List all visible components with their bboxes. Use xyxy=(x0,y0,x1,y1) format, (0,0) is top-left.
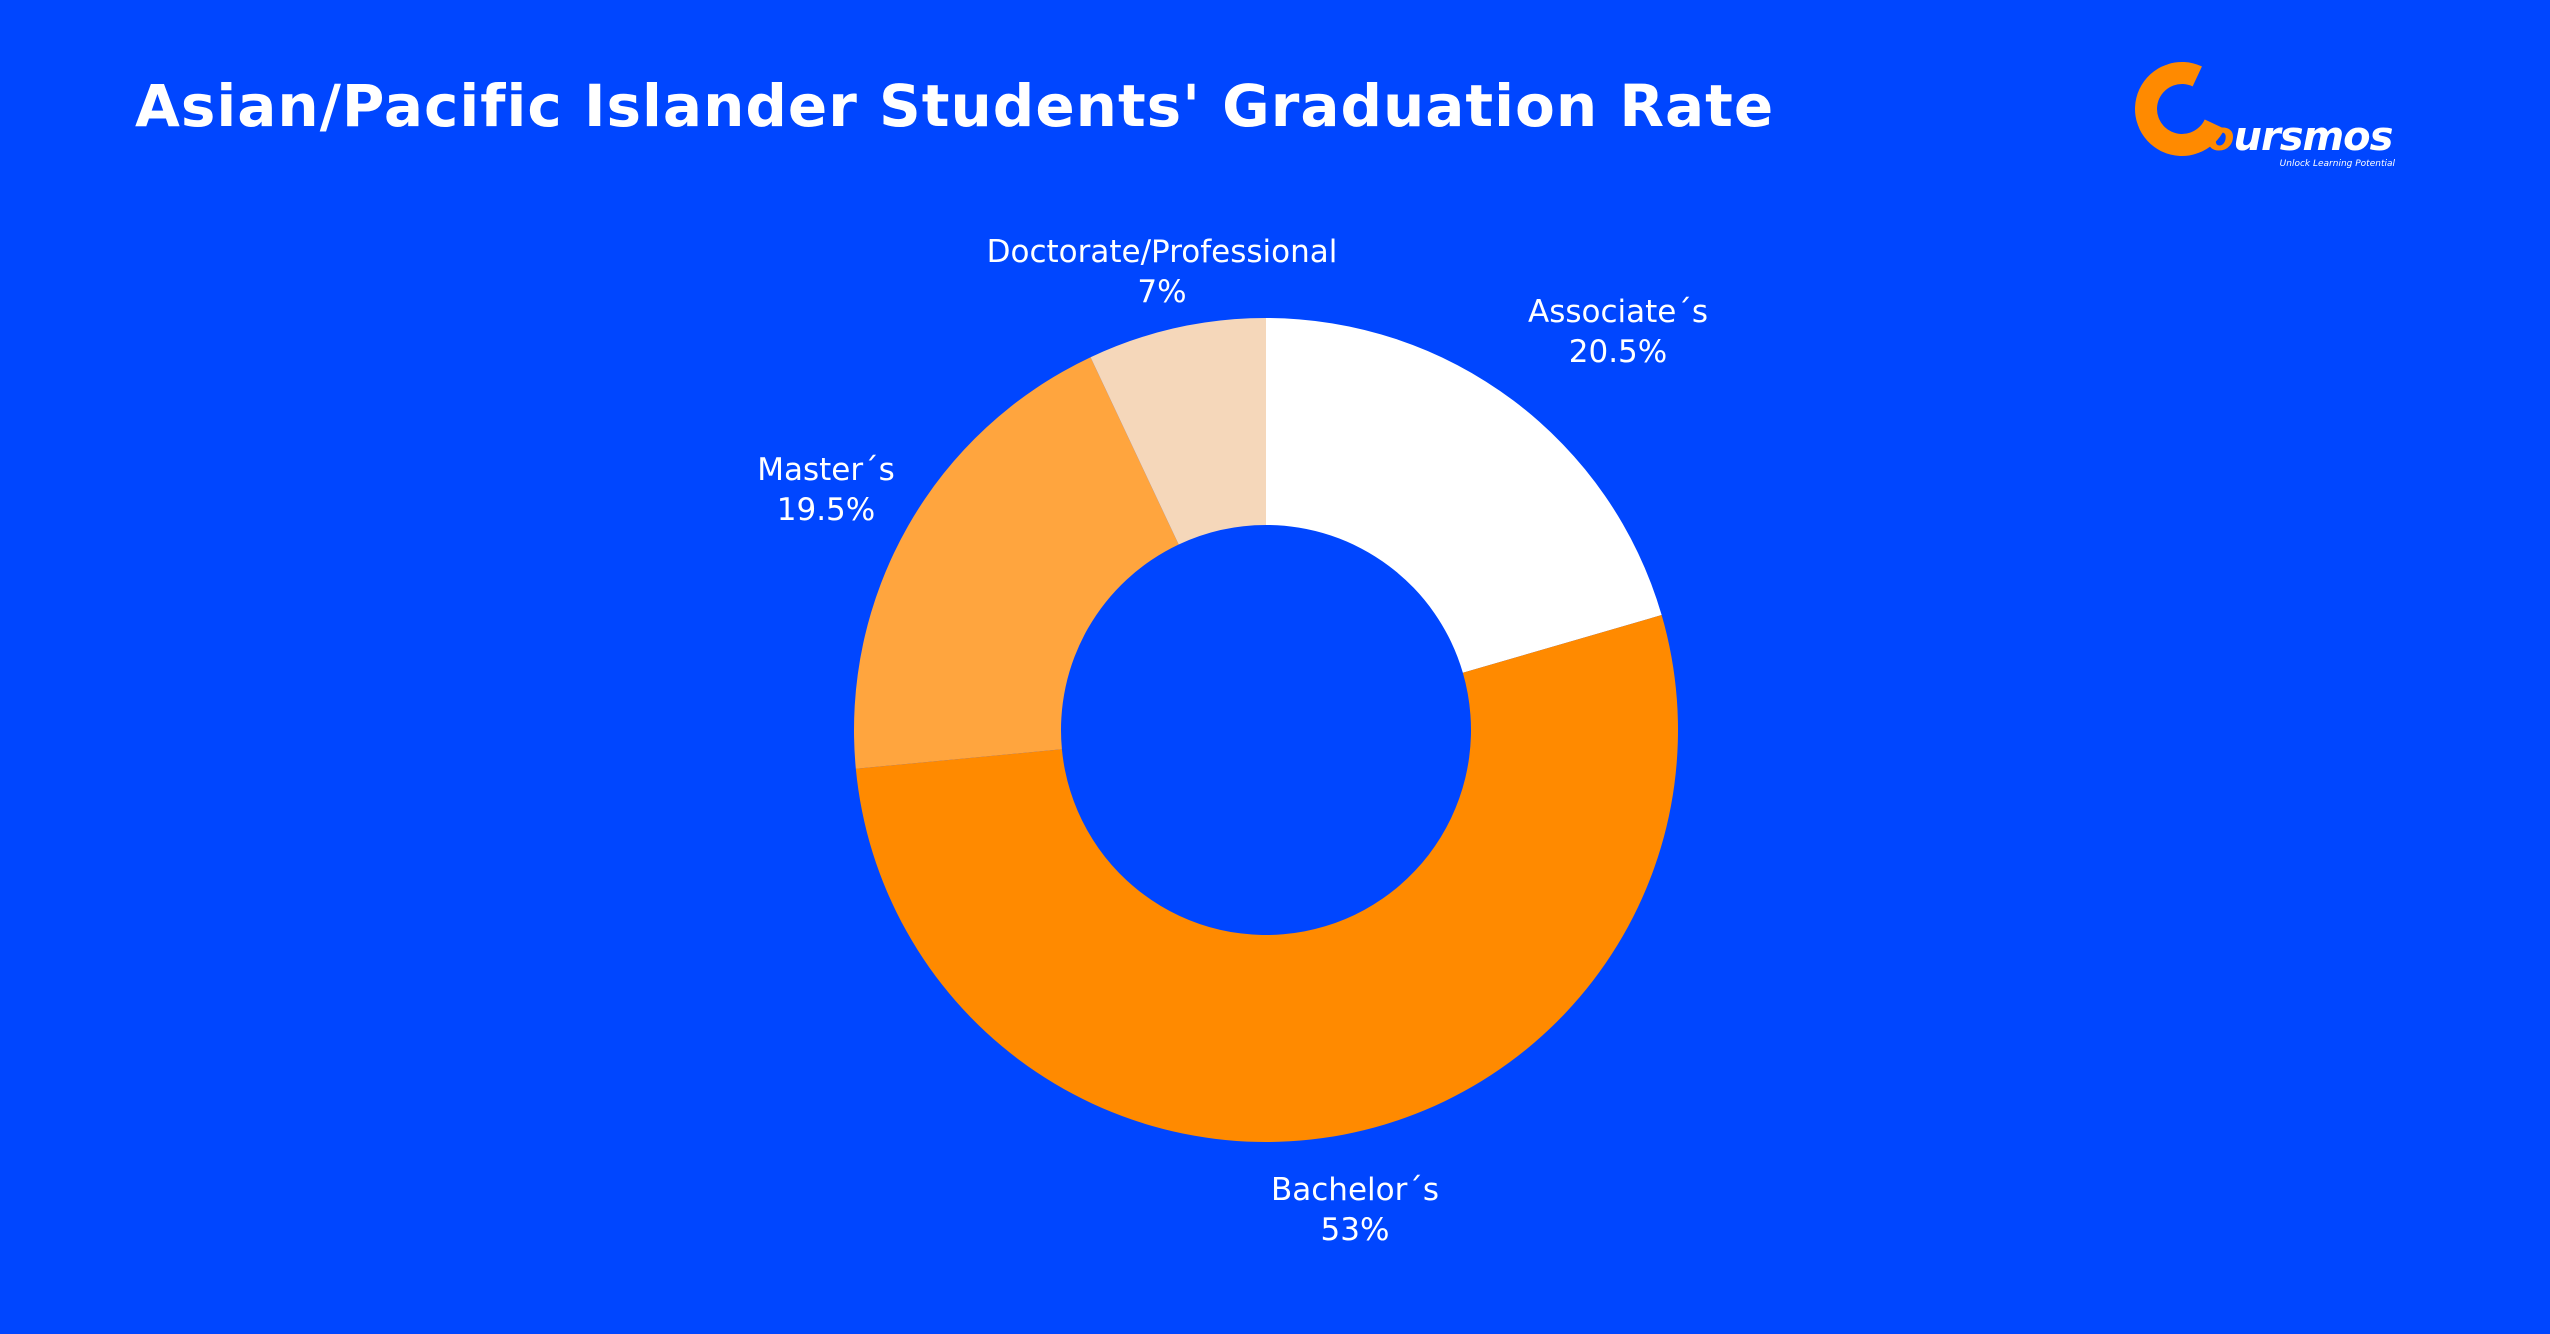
slice-label-0: Associate´s xyxy=(1528,294,1708,330)
coursmos-logo: oursmos Unlock Learning Potential xyxy=(2121,48,2405,172)
logo-wordmark: oursmos xyxy=(2207,114,2393,160)
slice-label-3: Doctorate/Professional xyxy=(987,234,1338,270)
slice-2 xyxy=(854,357,1179,769)
slice-3 xyxy=(1090,318,1266,545)
logo-tagline: Unlock Learning Potential xyxy=(2279,159,2395,169)
chart-title: Asian/Pacific Islander Students' Graduat… xyxy=(135,72,1775,140)
slice-labels: Associate´s 20.5% Bachelor´s 53% Master´s 19.… xyxy=(757,234,1708,1248)
slice-value-1: 53% xyxy=(1321,1212,1390,1248)
slice-label-1: Bachelor´s xyxy=(1271,1172,1439,1208)
slice-0 xyxy=(1266,318,1662,673)
slice-value-2: 19.5% xyxy=(777,492,875,528)
donut-slices xyxy=(854,318,1678,1142)
slice-1 xyxy=(855,615,1678,1142)
slice-label-2: Master´s xyxy=(757,452,895,488)
slice-value-0: 20.5% xyxy=(1569,334,1667,370)
slice-value-3: 7% xyxy=(1137,274,1186,310)
